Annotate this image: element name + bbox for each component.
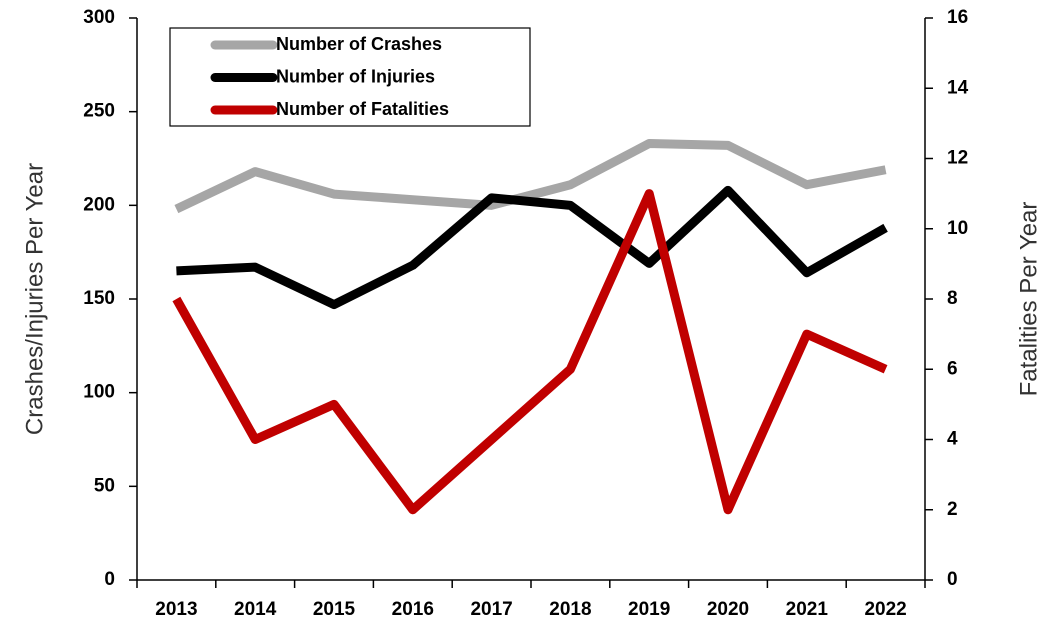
y2-axis-title: Fatalities Per Year	[1015, 202, 1042, 397]
x-tick-label: 2020	[707, 599, 749, 620]
series-line	[174, 139, 887, 214]
series-line	[172, 189, 888, 515]
series-line	[176, 185, 888, 310]
x-tick-label: 2022	[864, 599, 906, 620]
legend-label: Number of Injuries	[276, 66, 435, 86]
x-tick-label: 2019	[628, 599, 670, 620]
y-axis-title: Crashes/Injuries Per Year	[21, 163, 48, 435]
x-tick-label: 2017	[470, 599, 512, 620]
x-tick-label: 2016	[392, 599, 434, 620]
y2-tick-label: 2	[947, 499, 958, 520]
y2-tick-label: 8	[947, 288, 958, 309]
y2-tick-label: 16	[947, 7, 968, 28]
legend-label: Number of Fatalities	[276, 99, 449, 119]
y2-tick-label: 12	[947, 148, 968, 169]
y2-tick-label: 0	[947, 569, 958, 590]
y2-tick-label: 14	[947, 77, 969, 98]
y-tick-label: 250	[83, 101, 115, 122]
legend-label: Number of Crashes	[276, 34, 442, 54]
y-tick-label: 0	[104, 569, 115, 590]
y-tick-label: 50	[94, 475, 115, 496]
x-tick-label: 2015	[313, 599, 356, 620]
x-tick-label: 2013	[155, 599, 197, 620]
x-tick-label: 2018	[549, 599, 591, 620]
y-tick-label: 100	[83, 382, 115, 403]
y2-tick-label: 10	[947, 218, 968, 239]
y2-tick-label: 6	[947, 358, 958, 379]
x-tick-label: 2014	[234, 599, 277, 620]
y-tick-label: 150	[83, 288, 115, 309]
x-tick-label: 2021	[786, 599, 829, 620]
y2-tick-label: 4	[947, 429, 958, 450]
y-tick-label: 200	[83, 194, 115, 215]
y-tick-label: 300	[83, 7, 115, 28]
